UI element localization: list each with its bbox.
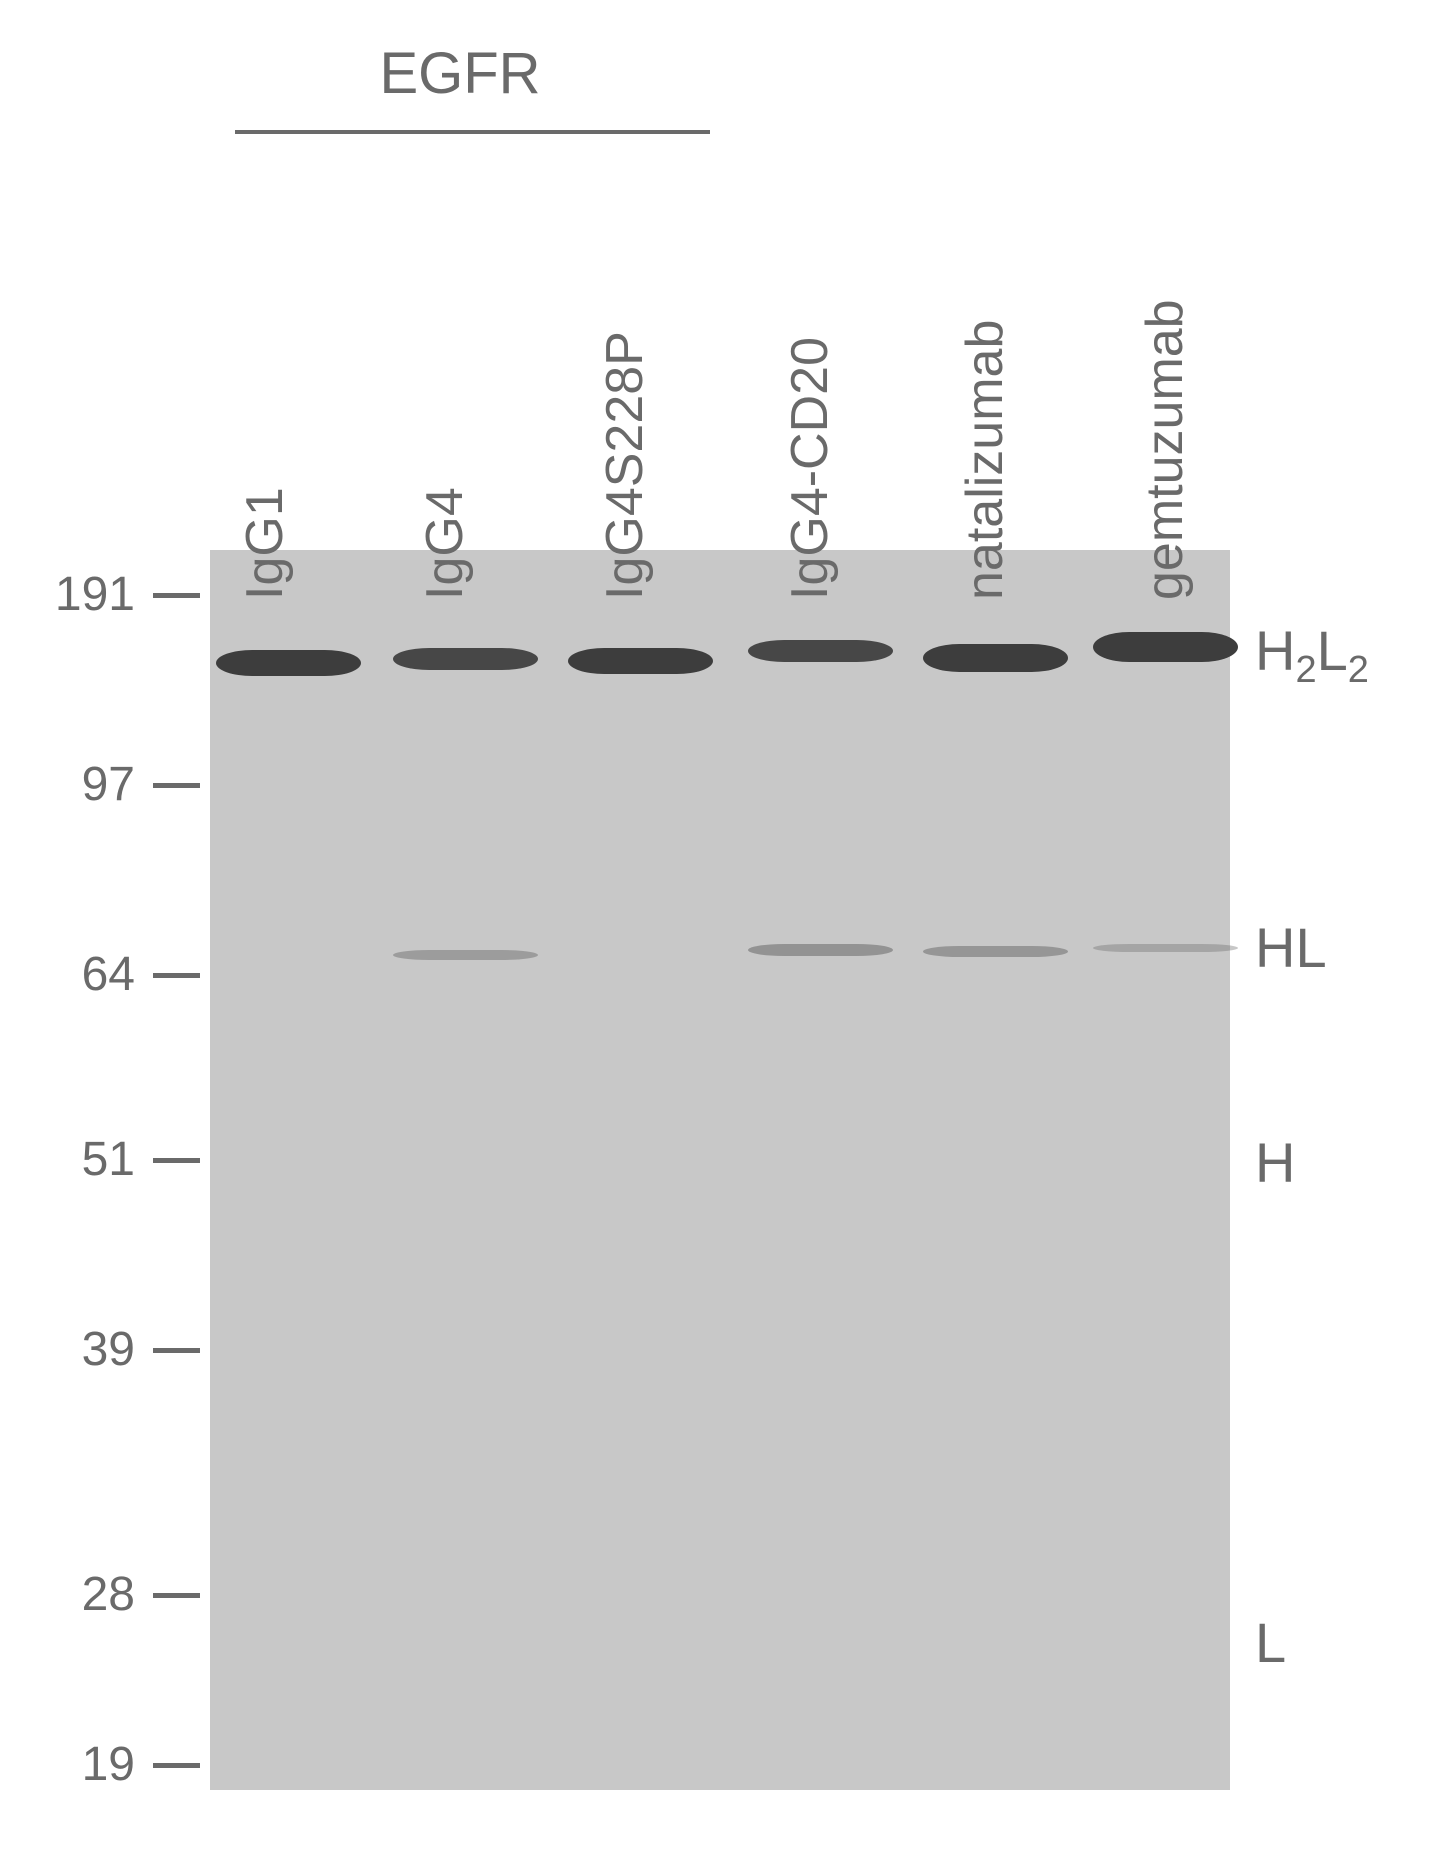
mw-marker-tick — [153, 1158, 200, 1163]
gel-band-h2l2 — [748, 640, 893, 662]
mw-marker-tick — [153, 1593, 200, 1598]
gel-band-h2l2 — [568, 648, 713, 674]
mw-marker-tick — [153, 1763, 200, 1768]
lane-label: IgG1 — [235, 487, 295, 600]
mw-marker-label: 19 — [35, 1737, 135, 1792]
gel-background — [210, 550, 1230, 1790]
mw-marker-tick — [153, 973, 200, 978]
mw-marker-label: 97 — [35, 757, 135, 812]
mw-marker-tick — [153, 593, 200, 598]
lane-label: IgG4-CD20 — [780, 337, 840, 600]
band-species-label: L — [1255, 1610, 1286, 1675]
mw-marker-label: 39 — [35, 1322, 135, 1377]
band-species-label: H — [1255, 1130, 1295, 1195]
mw-marker-tick — [153, 783, 200, 788]
lane-label: natalizumab — [955, 320, 1015, 600]
gel-figure: EGFR IgG1 IgG4 IgG4S228P IgG4-CD20 natalizuma… — [20, 20, 1429, 1856]
band-species-label: HL — [1255, 915, 1327, 980]
lane-label: IgG4 — [415, 487, 475, 600]
gel-band-hl — [923, 946, 1068, 957]
gel-band-h2l2 — [923, 644, 1068, 672]
gel-band-h2l2 — [216, 650, 361, 676]
lane-label: gemtuzumab — [1135, 299, 1195, 600]
mw-marker-label: 64 — [35, 947, 135, 1002]
gel-band-h2l2 — [393, 648, 538, 670]
mw-marker-label: 28 — [35, 1567, 135, 1622]
gel-band-hl — [393, 950, 538, 960]
egfr-group-line — [235, 130, 710, 134]
egfr-group-label: EGFR — [350, 40, 570, 107]
mw-marker-label: 191 — [35, 567, 135, 622]
band-species-label: H2L2 — [1255, 618, 1369, 692]
gel-band-h2l2 — [1093, 632, 1238, 662]
gel-band-hl — [748, 944, 893, 956]
mw-marker-label: 51 — [35, 1132, 135, 1187]
lane-label: IgG4S228P — [595, 331, 655, 600]
mw-marker-tick — [153, 1348, 200, 1353]
gel-band-hl — [1093, 944, 1238, 952]
